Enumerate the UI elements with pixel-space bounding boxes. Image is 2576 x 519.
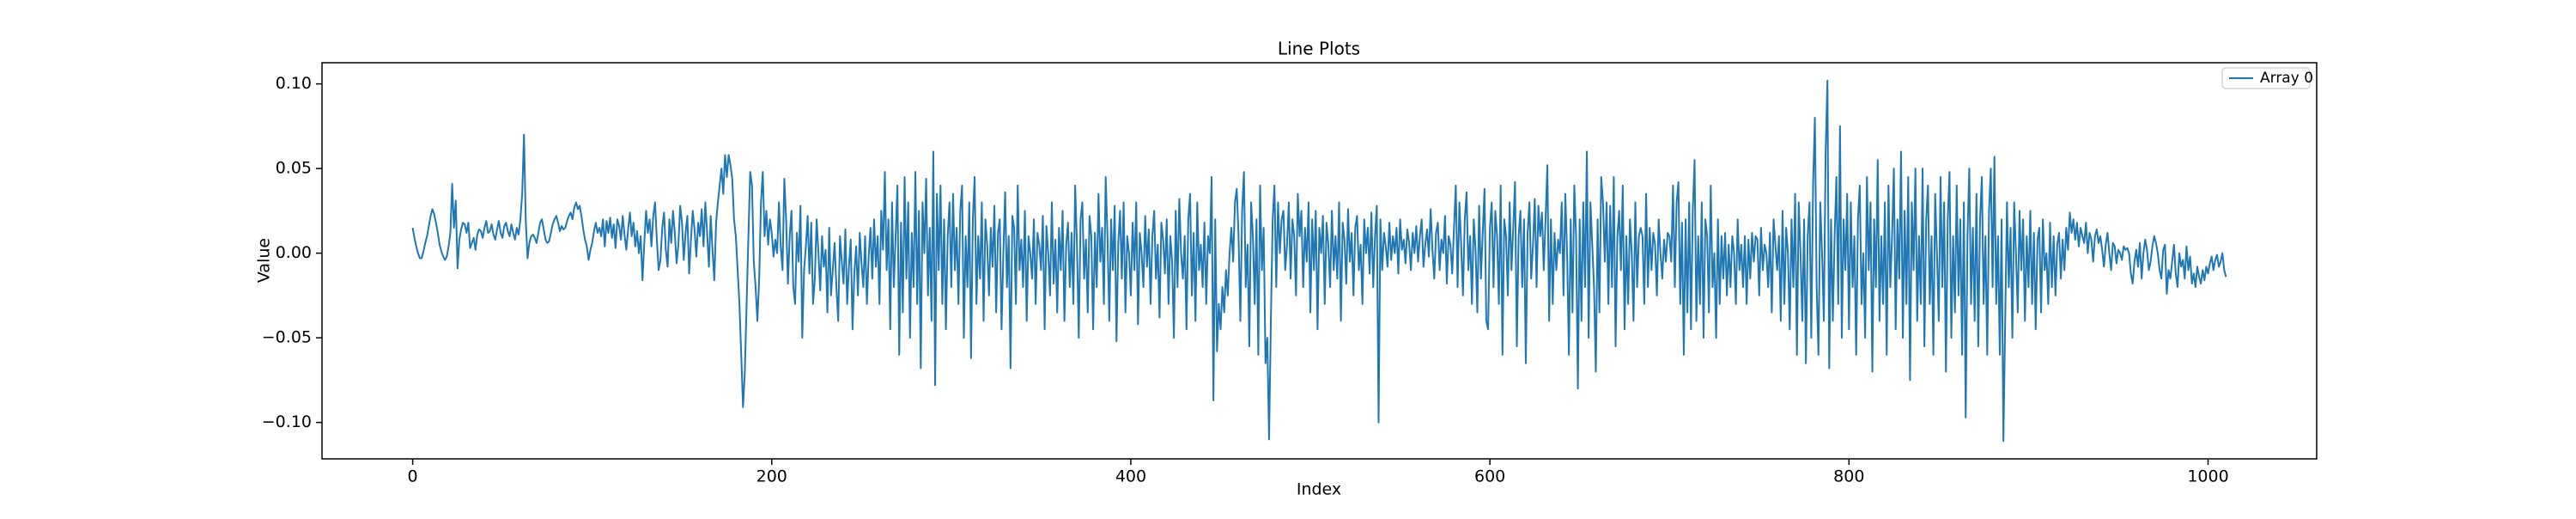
y-tick-label: −0.10: [262, 412, 312, 431]
x-tick-label: 800: [1833, 467, 1864, 486]
y-tick-label: 0.00: [276, 243, 312, 262]
legend-box: [2221, 67, 2311, 89]
y-tick-label: 0.10: [276, 74, 312, 93]
y-tick-label: 0.05: [276, 159, 312, 178]
x-axis-label: Index: [1297, 480, 1341, 499]
data-line: [411, 79, 2227, 443]
x-tick-label: 0: [408, 467, 418, 486]
axes-frame: [321, 62, 2318, 460]
y-tick-label: −0.05: [262, 328, 312, 347]
y-axis-label: Value: [255, 238, 274, 283]
x-tick-label: 600: [1474, 467, 1505, 486]
x-tick-label: 400: [1115, 467, 1146, 486]
x-tick-label: 200: [756, 467, 787, 486]
chart-title: Line Plots: [1278, 39, 1360, 59]
x-tick-label: 1000: [2187, 467, 2228, 486]
legend-label: Array 0: [2260, 70, 2313, 87]
